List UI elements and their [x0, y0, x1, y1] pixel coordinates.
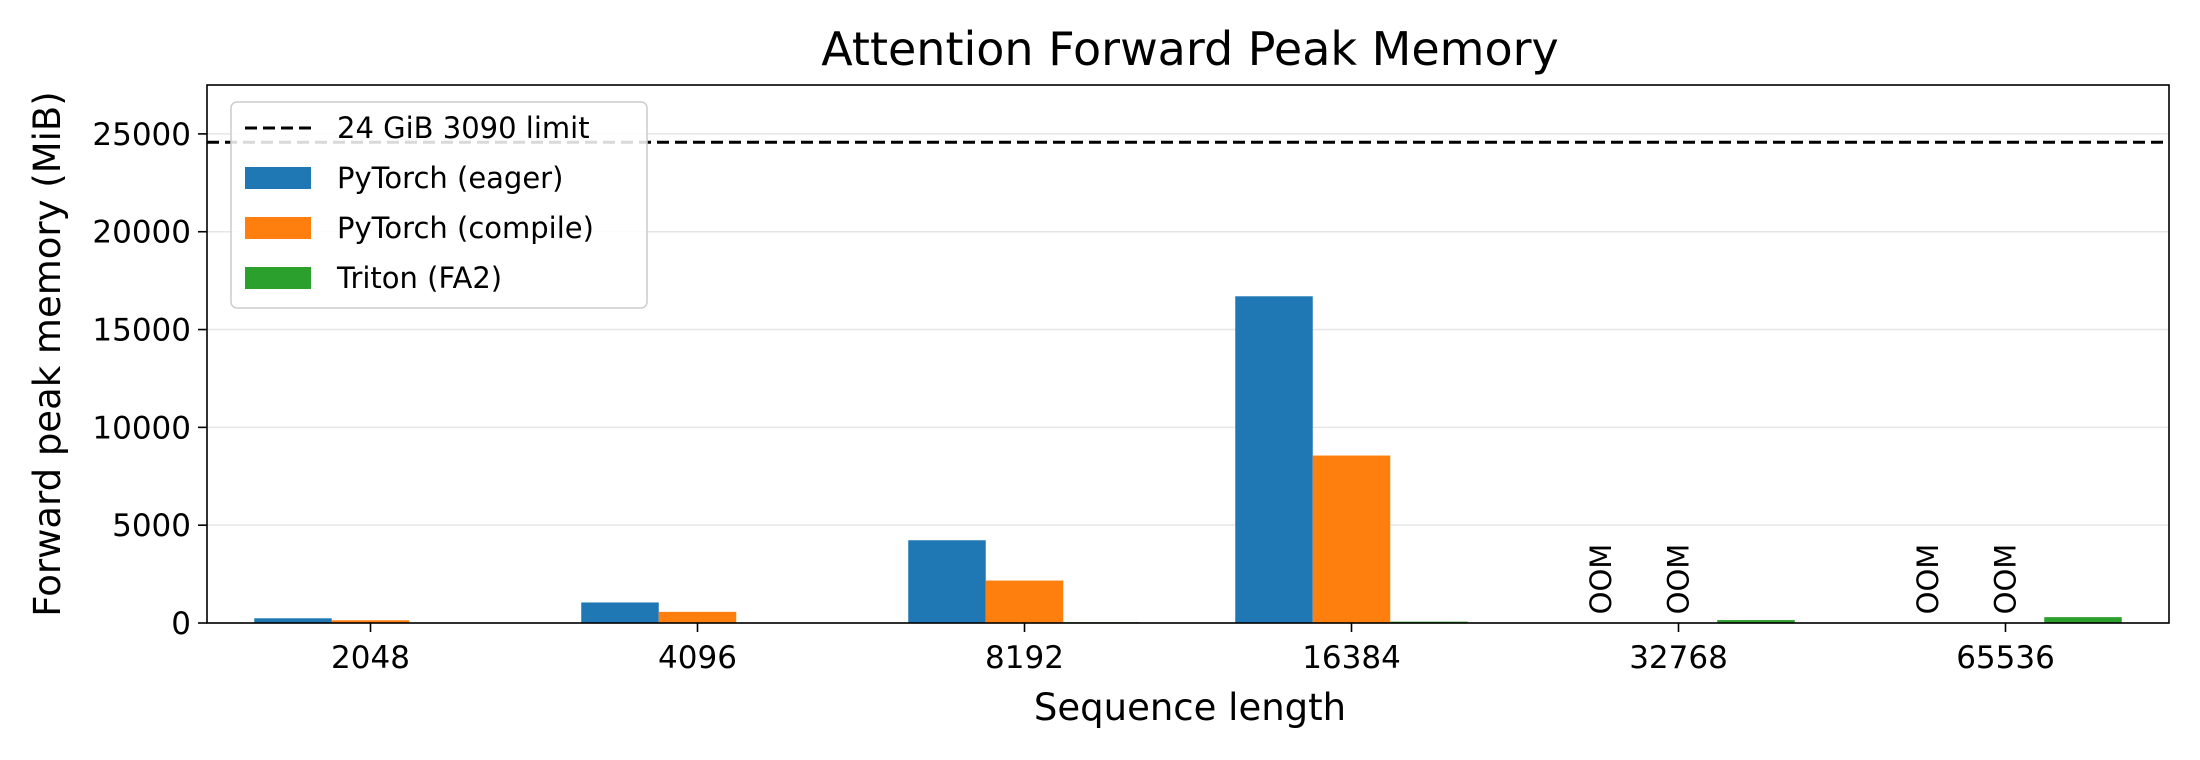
bar: [1312, 455, 1391, 623]
legend-label-reference: 24 GiB 3090 limit: [337, 111, 590, 145]
legend-box: [230, 101, 648, 309]
x-tick-label: 2048: [331, 640, 410, 676]
legend-swatch: [245, 217, 311, 239]
bar: [1717, 620, 1795, 623]
x-tick-label: 32768: [1629, 640, 1728, 676]
legend-swatch: [245, 267, 311, 289]
y-tick-label: 0: [171, 606, 191, 642]
chart-title: Attention Forward Peak Memory: [821, 22, 1558, 76]
legend-label: PyTorch (eager): [337, 161, 563, 195]
x-tick-label: 65536: [1956, 640, 2055, 676]
legend: 24 GiB 3090 limit PyTorch (eager) PyTorch …: [230, 101, 648, 309]
y-tick-label: 25000: [92, 117, 191, 153]
bar: [985, 580, 1064, 623]
legend-label: PyTorch (compile): [337, 211, 594, 245]
x-axis-label: Sequence length: [1034, 686, 1346, 729]
annotations-layer: OOM OOM OOM OOM: [1584, 544, 2023, 615]
bar: [908, 540, 986, 623]
bar: [1235, 296, 1313, 623]
x-tick-label: 16384: [1302, 640, 1401, 676]
x-axis-ticks: 2048 4096 8192 16384 32768 65536: [331, 623, 2055, 676]
oom-annotation: OOM: [1989, 544, 2023, 615]
y-tick-label: 5000: [112, 508, 191, 544]
y-axis-ticks: 0 5000 10000 15000 20000 25000: [92, 117, 207, 642]
y-axis-label: Forward peak memory (MiB): [26, 91, 69, 616]
legend-label: Triton (FA2): [336, 261, 502, 295]
x-tick-label: 4096: [658, 640, 737, 676]
legend-swatch: [245, 167, 311, 189]
y-tick-label: 15000: [92, 313, 191, 349]
bar: [254, 618, 332, 623]
oom-annotation: OOM: [1584, 544, 1618, 615]
oom-annotation: OOM: [1911, 544, 1945, 615]
bar: [658, 611, 737, 623]
y-tick-label: 10000: [92, 410, 191, 446]
bar: [2044, 617, 2122, 623]
bars-layer: [254, 296, 2122, 623]
x-tick-label: 8192: [985, 640, 1064, 676]
bar: [331, 620, 410, 623]
oom-annotation: OOM: [1662, 544, 1696, 615]
plot-frame: [206, 84, 2170, 624]
y-tick-label: 20000: [92, 215, 191, 251]
bar: [581, 602, 659, 623]
